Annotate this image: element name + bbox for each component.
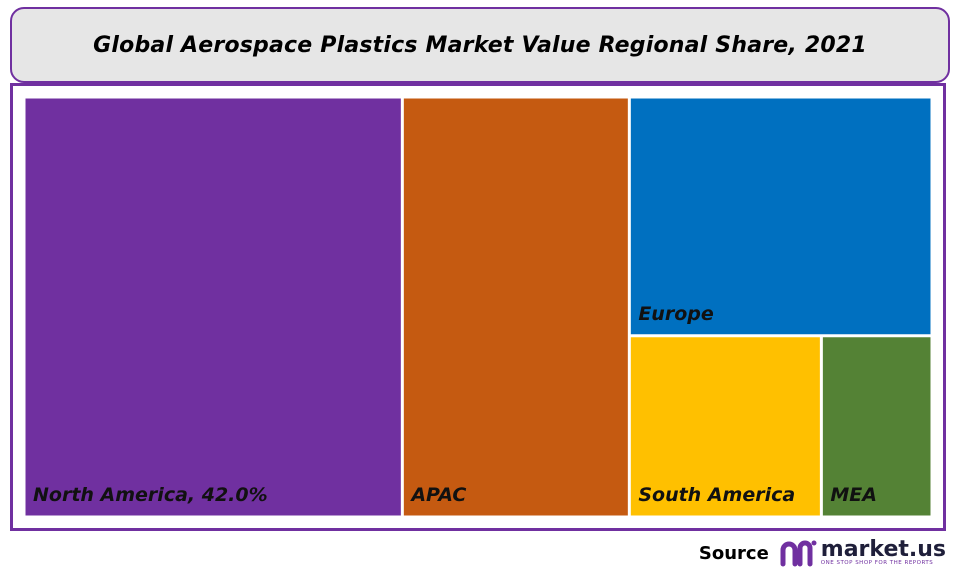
treemap-tile-europe — [630, 98, 931, 335]
chart-title-box: Global Aerospace Plastics Market Value R… — [10, 7, 950, 83]
treemap-tile-south-america — [630, 337, 820, 516]
chart-title: Global Aerospace Plastics Market Value R… — [93, 32, 867, 58]
treemap-tile-north-america — [25, 98, 401, 516]
treemap-tile-apac — [403, 98, 628, 516]
treemap-label-mea: MEA — [830, 484, 877, 506]
brand-logo: market.us ONE STOP SHOP FOR THE REPORTS — [779, 538, 946, 568]
brand-name: market.us — [820, 537, 946, 563]
treemap-label-north-america: North America, 42.0% — [33, 484, 268, 506]
treemap-frame: North America, 42.0% APAC Europe South Amer… — [10, 83, 946, 531]
treemap-tile-mea — [822, 337, 931, 516]
source-label: Source — [698, 542, 769, 564]
market-us-logo-icon — [780, 540, 817, 567]
treemap-label-apac: APAC — [409, 484, 466, 506]
treemap-label-south-america: South America — [638, 484, 795, 506]
brand-tagline: ONE STOP SHOP FOR THE REPORTS — [820, 560, 934, 567]
treemap-label-europe: Europe — [638, 303, 714, 325]
treemap-chart: North America, 42.0% APAC Europe South Amer… — [25, 98, 931, 516]
source-footer: Source market.us ONE STOP SHOP FOR THE R… — [699, 536, 946, 570]
